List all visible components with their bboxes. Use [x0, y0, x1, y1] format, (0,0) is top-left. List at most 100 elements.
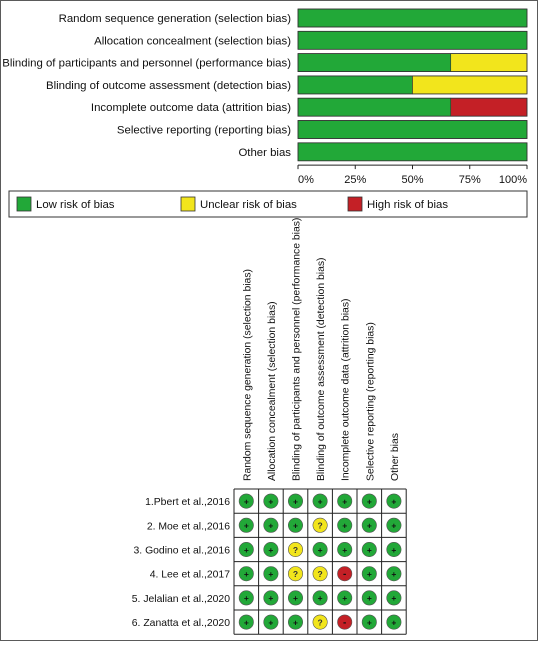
rating-dot-low: [263, 566, 279, 582]
column-header: Incomplete outcome data (attrition bias): [341, 298, 352, 481]
rating-dot-low: [361, 566, 377, 582]
rating-symbol: +: [391, 617, 396, 627]
rating-dot-low: [386, 566, 402, 582]
rating-symbol: +: [318, 593, 323, 603]
bar-outline: [297, 8, 528, 28]
rating-symbol: +: [367, 521, 372, 531]
rating-dot-low: [263, 517, 279, 533]
rating-dot-low: [238, 566, 254, 582]
bar-segment-unclear: [412, 75, 528, 95]
legend-label: Unclear risk of bias: [200, 199, 297, 211]
legend-swatch: [180, 196, 196, 212]
study-label: 6. Zanatta et al.,2020: [132, 618, 230, 629]
rating-dot-unclear: [287, 566, 303, 582]
column-header: Blinding of participants and personnel (…: [292, 218, 303, 481]
rating-dot-low: [386, 493, 402, 509]
bar-outline: [297, 120, 528, 139]
bar-segment-low: [297, 75, 413, 95]
study-label: 1.Pbert et al.,2016: [145, 497, 230, 508]
legend-box: [8, 190, 528, 218]
rating-dot-low: [312, 541, 328, 557]
rating-symbol: +: [244, 593, 249, 603]
rating-dot-low: [263, 614, 279, 630]
rating-symbol: +: [268, 593, 273, 603]
x-tick-label: 100%: [499, 174, 527, 186]
rating-dot-low: [361, 590, 377, 606]
x-tick-label: 25%: [344, 174, 366, 186]
column-header: Blinding of outcome assessment (detectio…: [316, 257, 327, 481]
rating-symbol: +: [244, 496, 249, 506]
study-label: 5. Jelalian et al.,2020: [132, 594, 230, 605]
rating-dot-low: [386, 590, 402, 606]
rating-dot-low: [361, 493, 377, 509]
rating-symbol: +: [342, 593, 347, 603]
rating-symbol: +: [318, 545, 323, 555]
rating-symbol: -: [343, 617, 346, 628]
bar-outline: [297, 53, 528, 72]
rating-dot-low: [238, 590, 254, 606]
rating-symbol: +: [268, 569, 273, 579]
column-header: Random sequence generation (selection bi…: [242, 269, 253, 481]
rating-symbol: +: [391, 521, 396, 531]
rating-symbol: ?: [317, 617, 322, 627]
rating-dot-low: [238, 614, 254, 630]
rating-dot-low: [238, 493, 254, 509]
x-tick-label: 50%: [401, 174, 423, 186]
rating-symbol: +: [293, 521, 298, 531]
rating-symbol: +: [244, 617, 249, 627]
rating-dot-unclear: [287, 541, 303, 557]
rating-symbol: +: [391, 496, 396, 506]
rating-symbol: +: [244, 545, 249, 555]
rating-dot-low: [337, 517, 353, 533]
study-label: 3. Godino et al.,2016: [134, 546, 231, 557]
rating-dot-high: [337, 566, 353, 582]
bar-segment-low: [297, 30, 528, 50]
rating-dot-low: [263, 541, 279, 557]
rating-symbol: +: [342, 496, 347, 506]
rating-dot-low: [312, 590, 328, 606]
rating-dot-low: [386, 517, 402, 533]
rating-dot-low: [287, 614, 303, 630]
rating-dot-low: [361, 541, 377, 557]
rating-symbol: +: [391, 545, 396, 555]
rating-symbol: -: [343, 569, 346, 580]
rating-symbol: +: [342, 545, 347, 555]
rating-symbol: +: [367, 593, 372, 603]
rating-symbol: +: [268, 496, 273, 506]
rating-dot-low: [287, 493, 303, 509]
legend-swatch: [16, 196, 32, 212]
rating-symbol: +: [367, 569, 372, 579]
rating-dot-low: [238, 517, 254, 533]
rating-dot-low: [386, 541, 402, 557]
rating-symbol: +: [367, 496, 372, 506]
study-label: 4. Lee et al.,2017: [150, 570, 231, 581]
rating-dot-low: [312, 493, 328, 509]
bar-segment-low: [297, 142, 528, 162]
column-header: Selective reporting (reporting bias): [365, 322, 376, 481]
rating-symbol: ?: [293, 545, 298, 555]
rating-symbol: +: [391, 593, 396, 603]
rating-dot-low: [287, 590, 303, 606]
rating-symbol: ?: [293, 569, 298, 579]
rating-symbol: +: [293, 593, 298, 603]
rating-dot-low: [337, 493, 353, 509]
rating-dot-unclear: [312, 517, 328, 533]
bar-segment-high: [450, 97, 528, 117]
bar-outline: [297, 30, 528, 50]
bar-segment-low: [297, 53, 452, 72]
legend-swatch: [347, 196, 363, 212]
rating-symbol: ?: [317, 521, 322, 531]
rating-symbol: +: [367, 545, 372, 555]
category-label: Incomplete outcome data (attrition bias): [91, 102, 291, 114]
bar-segment-low: [297, 120, 528, 139]
rating-symbol: +: [293, 617, 298, 627]
rating-dot-low: [337, 590, 353, 606]
bar-outline: [297, 142, 528, 162]
legend-label: High risk of bias: [367, 199, 448, 211]
rating-symbol: +: [293, 496, 298, 506]
rating-dot-low: [337, 541, 353, 557]
rating-dot-low: [361, 517, 377, 533]
rating-dot-unclear: [312, 566, 328, 582]
rating-dot-low: [238, 541, 254, 557]
